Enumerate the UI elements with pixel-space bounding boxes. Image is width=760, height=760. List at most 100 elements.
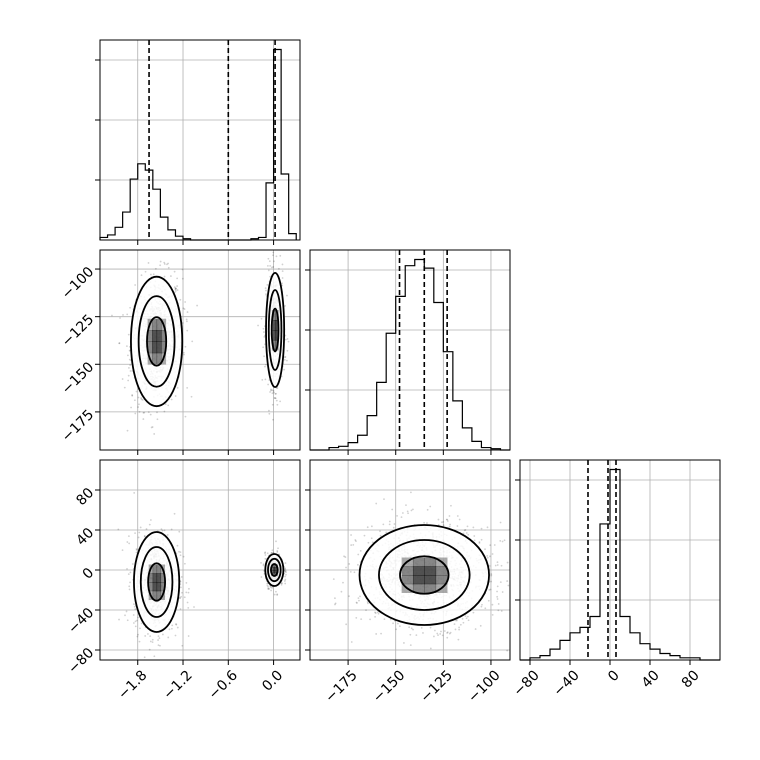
x-tick-label: −150 [370,667,409,706]
sample-point [159,264,162,267]
sample-point [496,564,499,566]
density-cell [275,310,278,321]
sample-point [466,615,469,618]
sample-point [273,593,276,596]
sample-point [140,397,143,399]
sample-point [499,581,502,583]
sample-point [130,406,133,409]
sample-point [268,409,270,412]
sample-point [267,383,270,386]
sample-point [118,342,121,344]
sample-point [179,551,182,554]
sample-point [284,567,286,570]
sample-point [193,606,195,608]
histogram-step [310,258,510,451]
sample-point [134,412,137,415]
sample-point [126,541,129,543]
sample-point [441,634,444,637]
sample-point [458,628,461,631]
sample-point [179,597,181,599]
sample-point [148,472,150,474]
sample-point [506,649,509,652]
sample-point [270,589,273,592]
y-tick-label: −100 [59,264,98,303]
sample-point [493,544,496,546]
density-cell [271,330,275,341]
sample-point [271,389,274,392]
panel-content [111,246,290,474]
contour-line [146,316,168,367]
sample-point [352,543,355,546]
sample-point [401,512,404,514]
sample-point [284,338,287,341]
sample-point [415,634,418,636]
sample-point [262,564,265,567]
sample-point [176,626,179,629]
sample-point [260,576,263,578]
density-cell [435,575,448,585]
sample-point [276,551,279,553]
sample-point [391,508,394,511]
sample-point [434,629,436,632]
sample-point [166,263,168,266]
sample-point [286,294,288,297]
density-cell [274,564,277,568]
sample-point [480,527,483,530]
sample-point [124,614,126,617]
contour-line [147,562,166,602]
sample-point [151,638,154,641]
density-cell [401,566,414,576]
density-cell [152,590,158,600]
sample-point [150,273,152,276]
sample-point [265,363,267,366]
sample-point [133,399,136,402]
sample-point [157,644,160,647]
sample-point [423,521,425,524]
sample-point [334,602,337,605]
sample-point [348,595,350,598]
sample-point [284,562,287,564]
density-cell [274,570,277,574]
sample-point [442,521,445,523]
sample-point [135,548,138,550]
sample-point [126,568,128,570]
sample-point [118,618,120,621]
sample-point [138,531,141,534]
sample-point [278,246,280,248]
sample-point [264,287,267,290]
sample-point [140,274,143,277]
sample-point [486,554,489,557]
density-cell [274,567,277,571]
density-cell [147,341,153,354]
sample-point [163,410,166,413]
density-cell [275,330,278,341]
sample-point [280,583,283,586]
sample-point [142,418,145,420]
sample-point [284,575,287,578]
sample-point [287,340,290,343]
sample-point [125,610,128,613]
sample-point [497,609,500,612]
sample-point [429,505,432,508]
sample-point [487,599,490,602]
contour-line [133,531,181,633]
sample-point [138,640,141,643]
sample-point [281,277,284,279]
sample-point [284,569,287,572]
sample-point [186,320,188,323]
sample-point [486,556,489,559]
sample-point [159,260,162,263]
sample-point [465,532,468,534]
sample-point [489,544,492,547]
density-cell [156,564,162,574]
sample-point [405,504,407,507]
sample-point [366,526,369,529]
sample-point [163,263,166,265]
sample-point [174,395,177,397]
sample-point [276,550,279,552]
density-cell [161,341,167,354]
sample-point [174,288,177,291]
x-tick-label: −40 [551,667,583,699]
sample-point [257,324,259,327]
sample-point [133,492,136,494]
